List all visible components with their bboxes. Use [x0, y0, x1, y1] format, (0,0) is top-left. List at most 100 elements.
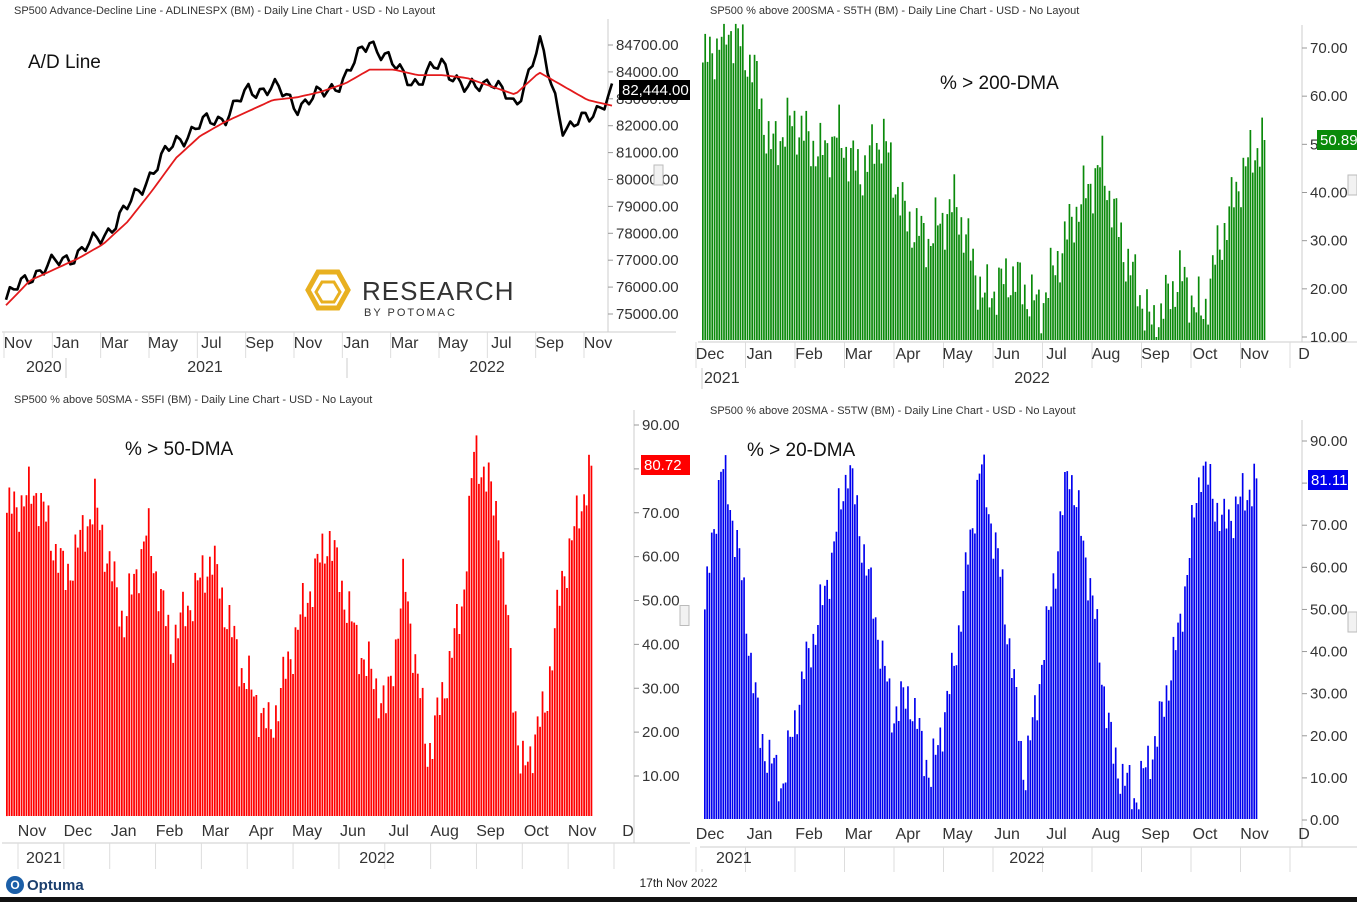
- x-tick-label: May: [292, 823, 322, 840]
- bar: [995, 314, 998, 340]
- bar: [997, 548, 999, 819]
- bar: [1049, 247, 1052, 340]
- bar: [1063, 221, 1066, 340]
- bar: [1179, 250, 1181, 340]
- bar: [907, 686, 909, 819]
- bar: [228, 605, 231, 816]
- bar: [424, 743, 426, 816]
- bar: [338, 592, 341, 816]
- bar: [1070, 216, 1073, 340]
- bar: [1204, 461, 1207, 819]
- bar: [1149, 779, 1152, 819]
- bar: [458, 634, 461, 816]
- bar: [64, 590, 67, 816]
- bar: [722, 469, 725, 819]
- bar: [438, 715, 441, 816]
- y-tick-label: 10.00: [1310, 770, 1348, 787]
- bar: [1019, 262, 1021, 340]
- bar: [223, 627, 226, 816]
- bar: [1045, 606, 1048, 819]
- x-tick-label: Mar: [845, 826, 873, 843]
- bar: [1184, 586, 1186, 819]
- bar: [575, 495, 578, 816]
- bar: [590, 465, 593, 816]
- bar: [1017, 740, 1020, 819]
- bar: [854, 504, 856, 819]
- bar: [1115, 198, 1118, 340]
- bar: [367, 641, 370, 816]
- x-tick-label: Aug: [1092, 346, 1120, 363]
- bar: [965, 234, 967, 340]
- chart-annotation: A/D Line: [28, 52, 101, 73]
- bar: [177, 638, 179, 816]
- bar: [1009, 295, 1012, 340]
- bar: [1169, 309, 1172, 340]
- bar: [1047, 609, 1050, 819]
- bar: [120, 610, 123, 816]
- bar: [780, 788, 782, 819]
- panel-title: SP500 % above 200SMA - S5TH (BM) - Daily…: [710, 5, 1080, 17]
- bar: [1001, 569, 1004, 819]
- bar: [798, 704, 801, 819]
- x-tick-label: Mar: [101, 335, 129, 352]
- bar: [475, 435, 478, 816]
- chart-annotation: % > 50-DMA: [125, 439, 234, 460]
- bar: [553, 628, 556, 816]
- bar: [519, 773, 522, 816]
- bar: [1261, 117, 1263, 340]
- y-tick-label: 90.00: [642, 417, 680, 434]
- bar: [1013, 669, 1015, 819]
- y-tick-label: 10.00: [642, 768, 680, 785]
- bar: [536, 716, 539, 816]
- y-tick-label: 75000.00: [616, 306, 679, 323]
- bar: [128, 573, 131, 816]
- x-tick-label: D: [1298, 826, 1310, 843]
- bar: [1142, 768, 1145, 819]
- bar: [824, 585, 826, 819]
- bar: [941, 212, 944, 340]
- year-label: 2022: [359, 850, 395, 867]
- y-tick-label: 30.00: [1310, 233, 1348, 250]
- bar: [1164, 274, 1167, 340]
- bar: [556, 589, 559, 816]
- bar: [983, 454, 985, 819]
- bar: [1176, 292, 1179, 340]
- y-tick-label: 30.00: [642, 680, 680, 697]
- panel-collapse-handle: [1347, 174, 1357, 196]
- bar: [167, 614, 170, 816]
- bar: [840, 148, 843, 340]
- bar: [1195, 503, 1198, 819]
- bar: [6, 512, 8, 817]
- bar: [918, 235, 920, 340]
- bar: [920, 730, 923, 819]
- bar: [791, 126, 793, 340]
- panel-collapse-handle: [1347, 611, 1357, 633]
- bar: [775, 754, 778, 819]
- bar: [1119, 793, 1122, 819]
- bar: [1068, 204, 1071, 340]
- bar: [353, 622, 356, 816]
- bar: [859, 184, 862, 340]
- y-tick-label: 82000.00: [616, 118, 679, 135]
- bar: [765, 153, 768, 340]
- bar: [913, 242, 916, 340]
- bar: [1031, 274, 1033, 340]
- bar: [939, 223, 942, 340]
- bar: [835, 531, 838, 819]
- x-tick-label: Jun: [340, 823, 366, 840]
- bar: [1122, 262, 1125, 340]
- bar: [106, 563, 109, 816]
- x-tick-label: Jul: [389, 823, 409, 840]
- bar: [992, 558, 995, 819]
- bar: [160, 589, 162, 816]
- y-tick-label: 80000.00: [616, 172, 679, 189]
- y-tick-label: 10.00: [1310, 329, 1348, 346]
- bar: [761, 734, 764, 819]
- bar: [311, 607, 314, 816]
- bar: [856, 495, 859, 819]
- bar: [932, 243, 934, 340]
- bar: [1249, 130, 1252, 340]
- bar: [941, 751, 944, 819]
- bar: [28, 466, 30, 816]
- bar: [1233, 207, 1235, 340]
